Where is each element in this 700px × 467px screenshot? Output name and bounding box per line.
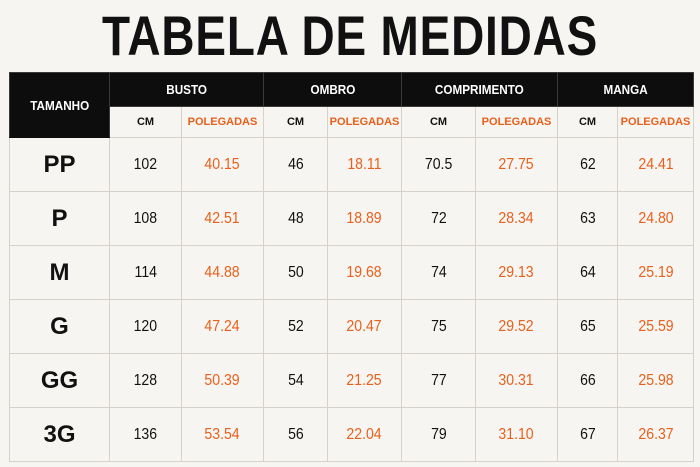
size-cell: P xyxy=(9,191,110,246)
size-cell: M xyxy=(9,245,110,300)
size-cell: PP xyxy=(9,137,110,192)
busto-cm-cell: 128 xyxy=(109,353,182,408)
unit-polegadas: POLEGADAS xyxy=(475,106,559,138)
ombro-cm-cell: 46 xyxy=(263,137,329,192)
comprimento-pol-cell: 29.52 xyxy=(475,299,559,354)
unit-cm: CM xyxy=(109,106,182,138)
busto-pol-cell: 47.24 xyxy=(180,299,265,354)
busto-cm-cell: 114 xyxy=(109,245,182,300)
manga-pol-cell: 24.41 xyxy=(617,137,695,192)
unit-header-row: CM POLEGADAS CM POLEGADAS CM POLEGADAS C… xyxy=(10,106,695,138)
busto-cm-cell: 136 xyxy=(109,407,182,462)
size-column-header: TAMANHO xyxy=(9,72,110,138)
unit-polegadas: POLEGADAS xyxy=(617,106,695,138)
group-header-row: TAMANHO BUSTO OMBRO COMPRIMENTO MANGA xyxy=(9,72,695,138)
ombro-pol-cell: 18.89 xyxy=(327,191,403,246)
ombro-pol-cell: 22.04 xyxy=(327,407,403,462)
comprimento-cm-cell: 74 xyxy=(401,245,477,300)
busto-pol-cell: 53.54 xyxy=(180,407,265,462)
unit-cm: CM xyxy=(263,106,329,138)
manga-cm-cell: 62 xyxy=(557,137,619,192)
manga-pol-cell: 25.19 xyxy=(617,245,695,300)
table-row: PP 102 40.15 46 18.11 70.5 27.75 62 24.4… xyxy=(9,137,695,192)
busto-pol-cell: 40.15 xyxy=(180,137,265,192)
unit-cm: CM xyxy=(557,106,619,138)
comprimento-pol-cell: 28.34 xyxy=(475,191,559,246)
comprimento-pol-cell: 30.31 xyxy=(475,353,559,408)
table-row: 3G 136 53.54 56 22.04 79 31.10 67 26.37 xyxy=(9,407,695,462)
unit-polegadas: POLEGADAS xyxy=(327,106,403,138)
manga-pol-cell: 26.37 xyxy=(617,407,695,462)
ombro-cm-cell: 52 xyxy=(263,299,329,354)
comprimento-cm-cell: 72 xyxy=(401,191,477,246)
manga-cm-cell: 66 xyxy=(557,353,619,408)
ombro-pol-cell: 18.11 xyxy=(327,137,403,192)
manga-pol-cell: 25.98 xyxy=(617,353,695,408)
ombro-cm-cell: 54 xyxy=(263,353,329,408)
busto-cm-cell: 120 xyxy=(109,299,182,354)
ombro-pol-cell: 20.47 xyxy=(327,299,403,354)
manga-pol-cell: 24.80 xyxy=(617,191,695,246)
size-cell: 3G xyxy=(9,407,110,462)
busto-pol-cell: 50.39 xyxy=(180,353,265,408)
size-cell: G xyxy=(9,299,110,354)
ombro-cm-cell: 48 xyxy=(263,191,329,246)
table-row: GG 128 50.39 54 21.25 77 30.31 66 25.98 xyxy=(9,353,695,408)
manga-cm-cell: 65 xyxy=(557,299,619,354)
comprimento-cm-cell: 79 xyxy=(401,407,477,462)
unit-cm: CM xyxy=(401,106,477,138)
comprimento-pol-cell: 27.75 xyxy=(475,137,559,192)
comprimento-pol-cell: 29.13 xyxy=(475,245,559,300)
group-header-busto: BUSTO xyxy=(108,72,265,107)
manga-cm-cell: 67 xyxy=(557,407,619,462)
ombro-cm-cell: 50 xyxy=(263,245,329,300)
table-row: G 120 47.24 52 20.47 75 29.52 65 25.59 xyxy=(9,299,695,354)
group-header-ombro: OMBRO xyxy=(263,72,403,107)
busto-cm-cell: 102 xyxy=(109,137,182,192)
ombro-cm-cell: 56 xyxy=(263,407,329,462)
table-row: M 114 44.88 50 19.68 74 29.13 64 25.19 xyxy=(9,245,695,300)
manga-cm-cell: 64 xyxy=(557,245,619,300)
busto-pol-cell: 44.88 xyxy=(180,245,265,300)
busto-cm-cell: 108 xyxy=(109,191,182,246)
comprimento-pol-cell: 31.10 xyxy=(475,407,559,462)
table-row: P 108 42.51 48 18.89 72 28.34 63 24.80 xyxy=(9,191,695,246)
unit-polegadas: POLEGADAS xyxy=(180,106,265,138)
comprimento-cm-cell: 77 xyxy=(401,353,477,408)
manga-cm-cell: 63 xyxy=(557,191,619,246)
ombro-pol-cell: 19.68 xyxy=(327,245,403,300)
page-title: TABELA DE MEDIDAS xyxy=(101,4,599,67)
comprimento-cm-cell: 70.5 xyxy=(401,137,477,192)
manga-pol-cell: 25.59 xyxy=(617,299,695,354)
comprimento-cm-cell: 75 xyxy=(401,299,477,354)
ombro-pol-cell: 21.25 xyxy=(327,353,403,408)
group-header-comprimento: COMPRIMENTO xyxy=(401,72,559,107)
size-cell: GG xyxy=(9,353,110,408)
busto-pol-cell: 42.51 xyxy=(180,191,265,246)
size-chart-table: TAMANHO BUSTO OMBRO COMPRIMENTO MANGA CM… xyxy=(9,72,695,462)
group-header-manga: MANGA xyxy=(557,72,695,107)
